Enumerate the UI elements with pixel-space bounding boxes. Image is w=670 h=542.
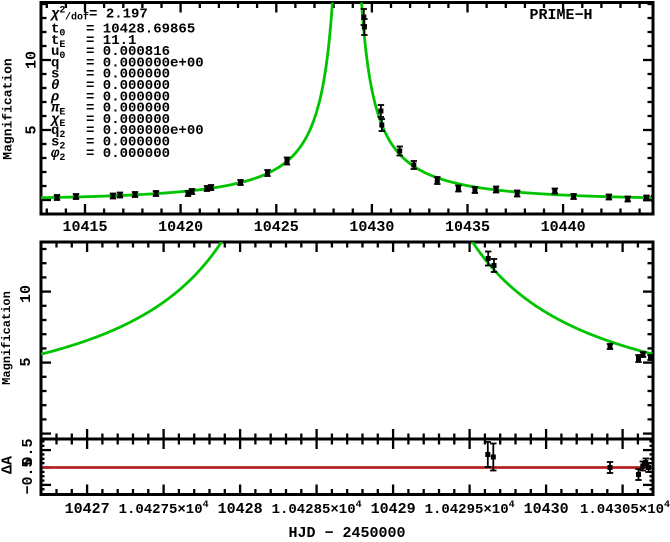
svg-text:= 0.000000: = 0.000000: [86, 146, 170, 162]
svg-text:1.04285×104: 1.04285×104: [272, 500, 362, 518]
svg-text:= 0.000000: = 0.000000: [86, 89, 170, 105]
svg-text:10429: 10429: [371, 501, 416, 518]
svg-text:10435: 10435: [445, 219, 490, 236]
svg-text:10425: 10425: [254, 219, 299, 236]
svg-text:= 0.000000: = 0.000000: [86, 78, 170, 94]
svg-text:= 0.000000: = 0.000000: [86, 112, 170, 128]
svg-text:10430: 10430: [524, 501, 569, 518]
svg-text:= 0.000000e+00: = 0.000000e+00: [86, 123, 204, 139]
svg-text:−0.5: −0.5: [20, 458, 37, 494]
svg-text:10428: 10428: [218, 501, 263, 518]
svg-text:10: 10: [18, 285, 35, 303]
svg-text:10430: 10430: [349, 219, 394, 236]
svg-text:ΔA: ΔA: [0, 456, 17, 474]
svg-text:s: s: [51, 67, 59, 83]
svg-text:ρ: ρ: [50, 89, 59, 105]
svg-text:5: 5: [24, 125, 41, 134]
svg-text:10440: 10440: [541, 219, 586, 236]
svg-text:10: 10: [24, 51, 41, 69]
svg-text:10420: 10420: [158, 219, 203, 236]
svg-text:= 0.000000: = 0.000000: [86, 101, 170, 117]
svg-text:10427: 10427: [65, 501, 110, 518]
svg-text:θ: θ: [51, 78, 59, 94]
svg-text:0.5: 0.5: [20, 438, 37, 465]
svg-text:q: q: [51, 55, 59, 71]
svg-text:10415: 10415: [62, 219, 107, 236]
svg-text:= 10428.69865: = 10428.69865: [86, 22, 195, 38]
svg-text:HJD − 2450000: HJD − 2450000: [288, 525, 405, 542]
svg-text:/dof= 2.197: /dof= 2.197: [65, 7, 148, 24]
svg-text:= 0.000000: = 0.000000: [86, 135, 170, 151]
svg-text:PRIME−H: PRIME−H: [529, 7, 592, 24]
svg-text:1.04275×104: 1.04275×104: [119, 500, 209, 518]
svg-text:5: 5: [18, 357, 35, 366]
svg-text:= 0.000000: = 0.000000: [86, 67, 170, 83]
svg-text:1.04295×104: 1.04295×104: [425, 500, 515, 518]
svg-text:Magnification: Magnification: [0, 291, 14, 385]
svg-text:1.04305×104: 1.04305×104: [580, 500, 670, 518]
svg-text:= 0.000000e+00: = 0.000000e+00: [86, 55, 204, 71]
svg-text:= 0.000816: = 0.000816: [86, 44, 170, 60]
svg-text:= 11.1: = 11.1: [86, 33, 136, 49]
svg-text:Magnification: Magnification: [1, 58, 16, 160]
